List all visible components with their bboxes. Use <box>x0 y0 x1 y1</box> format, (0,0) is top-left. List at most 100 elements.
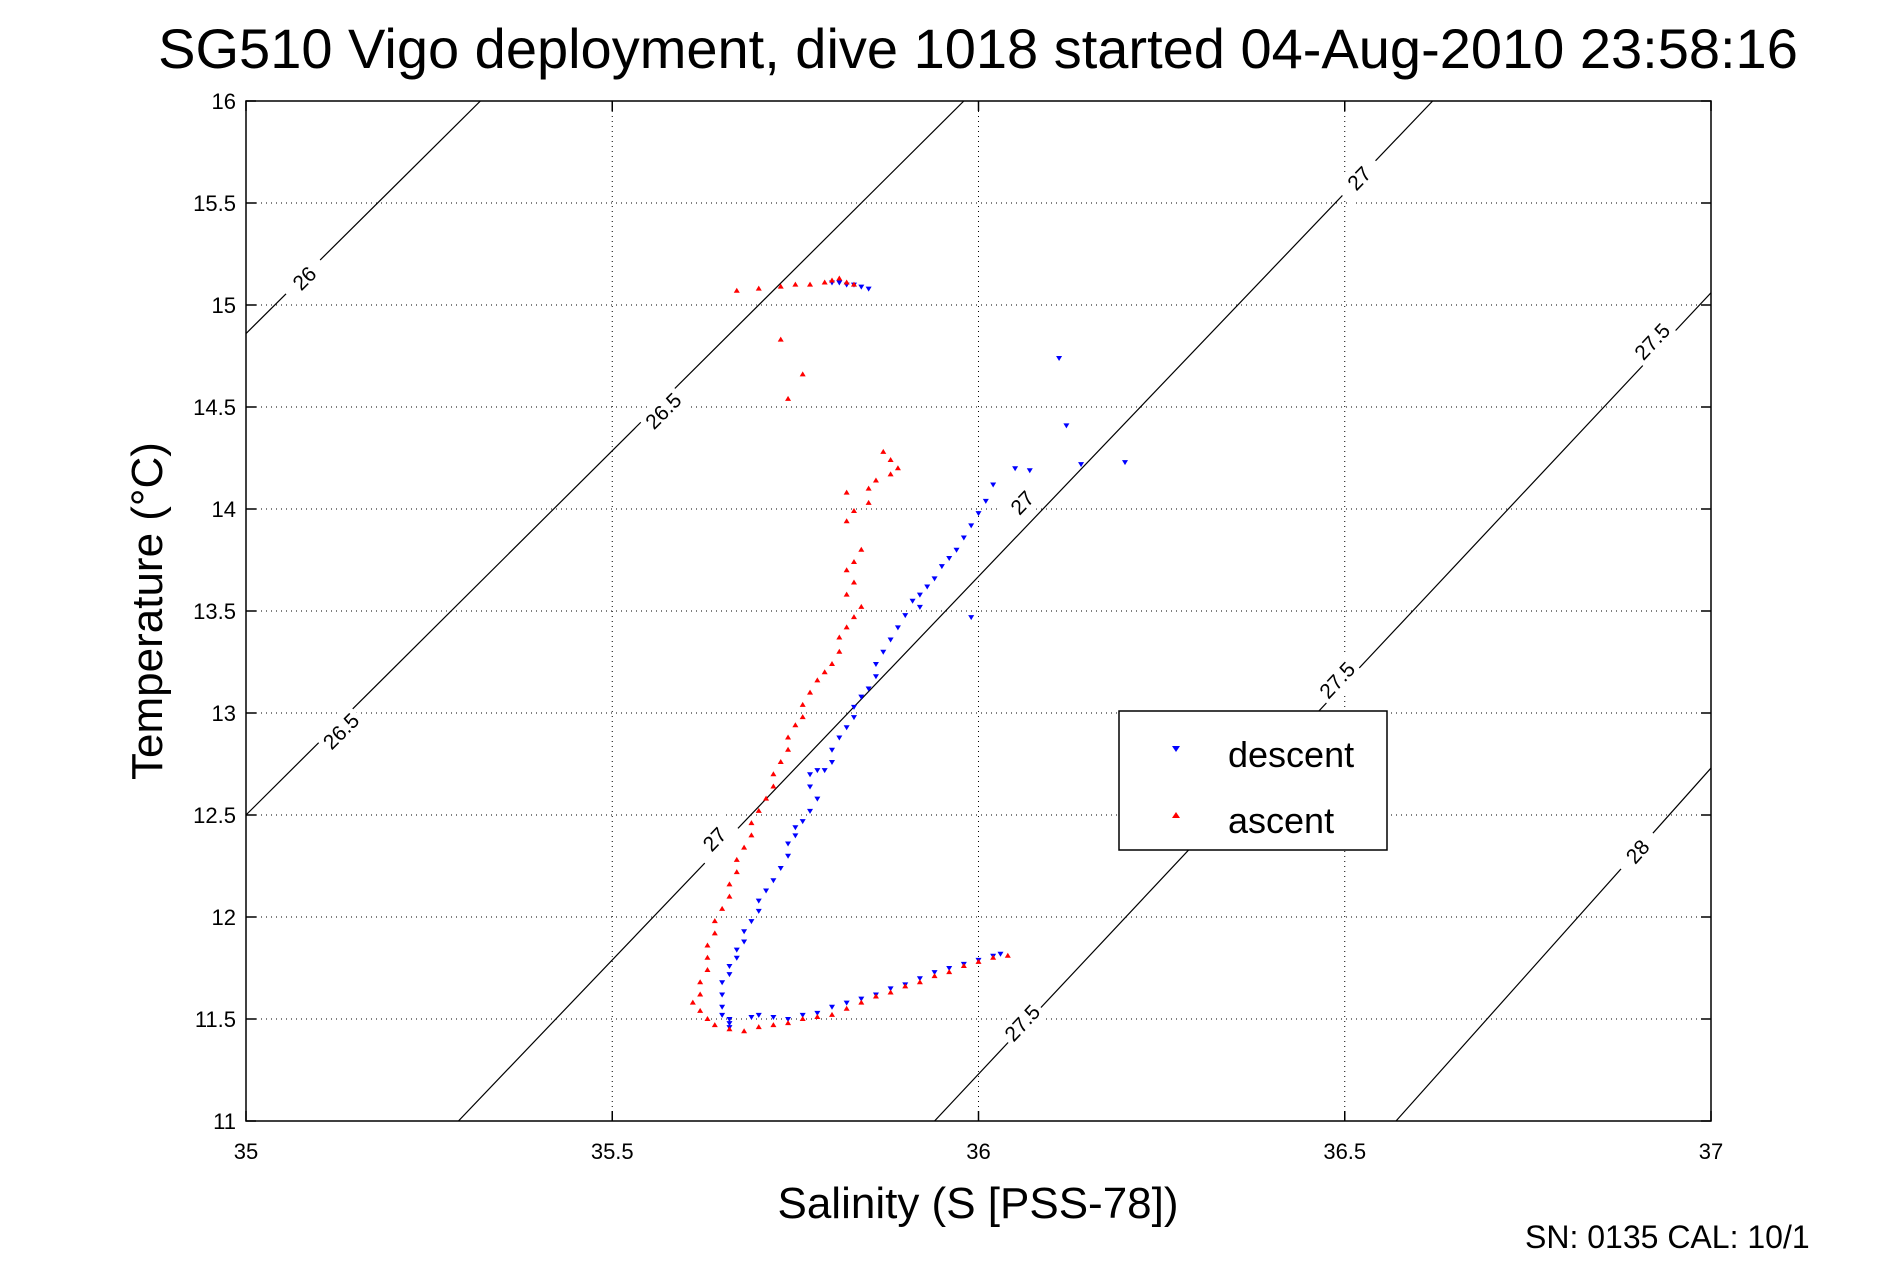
descent-point <box>836 280 843 286</box>
y-tick-label: 15 <box>212 293 236 318</box>
ascent-point <box>872 477 879 483</box>
descent-point <box>814 768 821 774</box>
x-axis-ticks: 35 35.5 36 36.5 37 <box>234 101 1723 1164</box>
descent-point <box>726 972 733 978</box>
ascent-point <box>748 820 755 826</box>
ascent-point <box>829 661 835 667</box>
ascent-point <box>777 336 784 342</box>
descent-point <box>843 1000 850 1006</box>
y-tick-label: 15.5 <box>193 191 236 216</box>
descent-point <box>1056 356 1063 362</box>
ascent-point <box>733 869 740 875</box>
ascent-point <box>755 807 762 813</box>
descent-point <box>741 939 748 945</box>
descent-point <box>865 286 872 292</box>
ascent-point <box>719 905 726 911</box>
density-contours <box>246 101 1711 1121</box>
ascent-point <box>931 973 938 979</box>
ascent-point <box>726 1026 733 1032</box>
legend-box <box>1118 710 1388 851</box>
contour-label-bg <box>995 995 1050 1051</box>
density-contour-label: 27.5 <box>995 995 1050 1051</box>
contour-label-bg <box>277 251 332 306</box>
ascent-point <box>733 287 740 293</box>
ascent-point <box>726 893 733 899</box>
descent-point <box>821 768 828 774</box>
ascent-point <box>887 471 894 477</box>
density-contour-label: 26.5 <box>314 704 369 759</box>
ascent-point <box>858 546 865 552</box>
descent-point <box>741 929 748 935</box>
ascent-point <box>711 930 718 936</box>
contour-label-bg <box>636 384 691 438</box>
x-tick-label: 35.5 <box>591 1139 634 1164</box>
ascent-point <box>821 669 828 675</box>
density-contour-label: 27.5 <box>1625 314 1680 369</box>
descent-point <box>770 878 777 884</box>
ascent-point <box>843 489 850 495</box>
ascent-point <box>865 485 872 491</box>
descent-point <box>960 535 967 541</box>
descent-point <box>763 888 770 894</box>
ascent-point <box>865 499 872 505</box>
ascent-point <box>990 954 997 960</box>
density-contour-label: 27.5 <box>1310 653 1365 708</box>
y-axis-ticks: 11 11.5 12 12.5 13 13.5 14 14.5 15 15.5 16 <box>193 89 1711 1134</box>
descent-point <box>719 992 726 998</box>
descent-point <box>946 966 953 971</box>
ascent-point <box>770 771 777 777</box>
ascent-point <box>872 993 879 999</box>
y-tick-label: 16 <box>212 89 236 114</box>
ascent-point <box>850 281 857 287</box>
descent-point <box>1063 423 1070 429</box>
density-contour-label: 27 <box>995 475 1050 530</box>
footer-serial-cal: SN: 0135 CAL: 10/1 <box>1525 1219 1810 1255</box>
ascent-point <box>799 371 806 377</box>
ascent-point <box>821 279 828 285</box>
ascent-point <box>814 1013 821 1019</box>
descent-point <box>733 955 740 961</box>
ascent-point <box>887 457 894 463</box>
density-contour-label: 26.5 <box>636 384 691 438</box>
contour-label-bg <box>1611 824 1665 879</box>
ascent-point <box>711 918 718 924</box>
ascent-point <box>785 746 792 752</box>
descent-point <box>829 1004 835 1010</box>
descent-point <box>968 523 975 529</box>
ascent-point <box>755 1024 762 1030</box>
ascent-point <box>785 734 792 740</box>
descent-point <box>814 1010 821 1016</box>
y-tick-label: 14 <box>212 497 236 522</box>
density-contour-line <box>246 101 481 334</box>
descent-point <box>850 715 857 721</box>
descent-point <box>1012 466 1019 472</box>
ascent-point <box>829 1011 835 1017</box>
descent-point <box>785 853 792 859</box>
ascent-point <box>894 465 901 471</box>
ascent-point <box>975 958 982 964</box>
ascent-point <box>748 832 755 838</box>
descent-point <box>880 649 887 655</box>
y-tick-label: 12 <box>212 905 236 930</box>
ascent-point <box>843 624 850 630</box>
ascent-point <box>843 518 850 524</box>
descent-point <box>887 986 894 992</box>
descent-point <box>946 555 953 561</box>
ascent-point <box>807 281 814 287</box>
descent-point <box>719 1012 726 1018</box>
contour-label-bg <box>1332 151 1387 206</box>
y-tick-label: 13 <box>212 701 236 726</box>
x-tick-label: 36 <box>966 1139 990 1164</box>
descent-point <box>726 1021 733 1027</box>
descent-point <box>938 564 945 570</box>
y-tick-label: 13.5 <box>193 599 236 624</box>
descent-point <box>858 284 865 290</box>
ascent-point <box>1004 952 1011 958</box>
ascent-point <box>711 1022 718 1028</box>
ascent-point <box>770 783 777 789</box>
y-tick-label: 14.5 <box>193 395 236 420</box>
ascent-point <box>814 677 821 683</box>
descent-point <box>1026 468 1033 474</box>
